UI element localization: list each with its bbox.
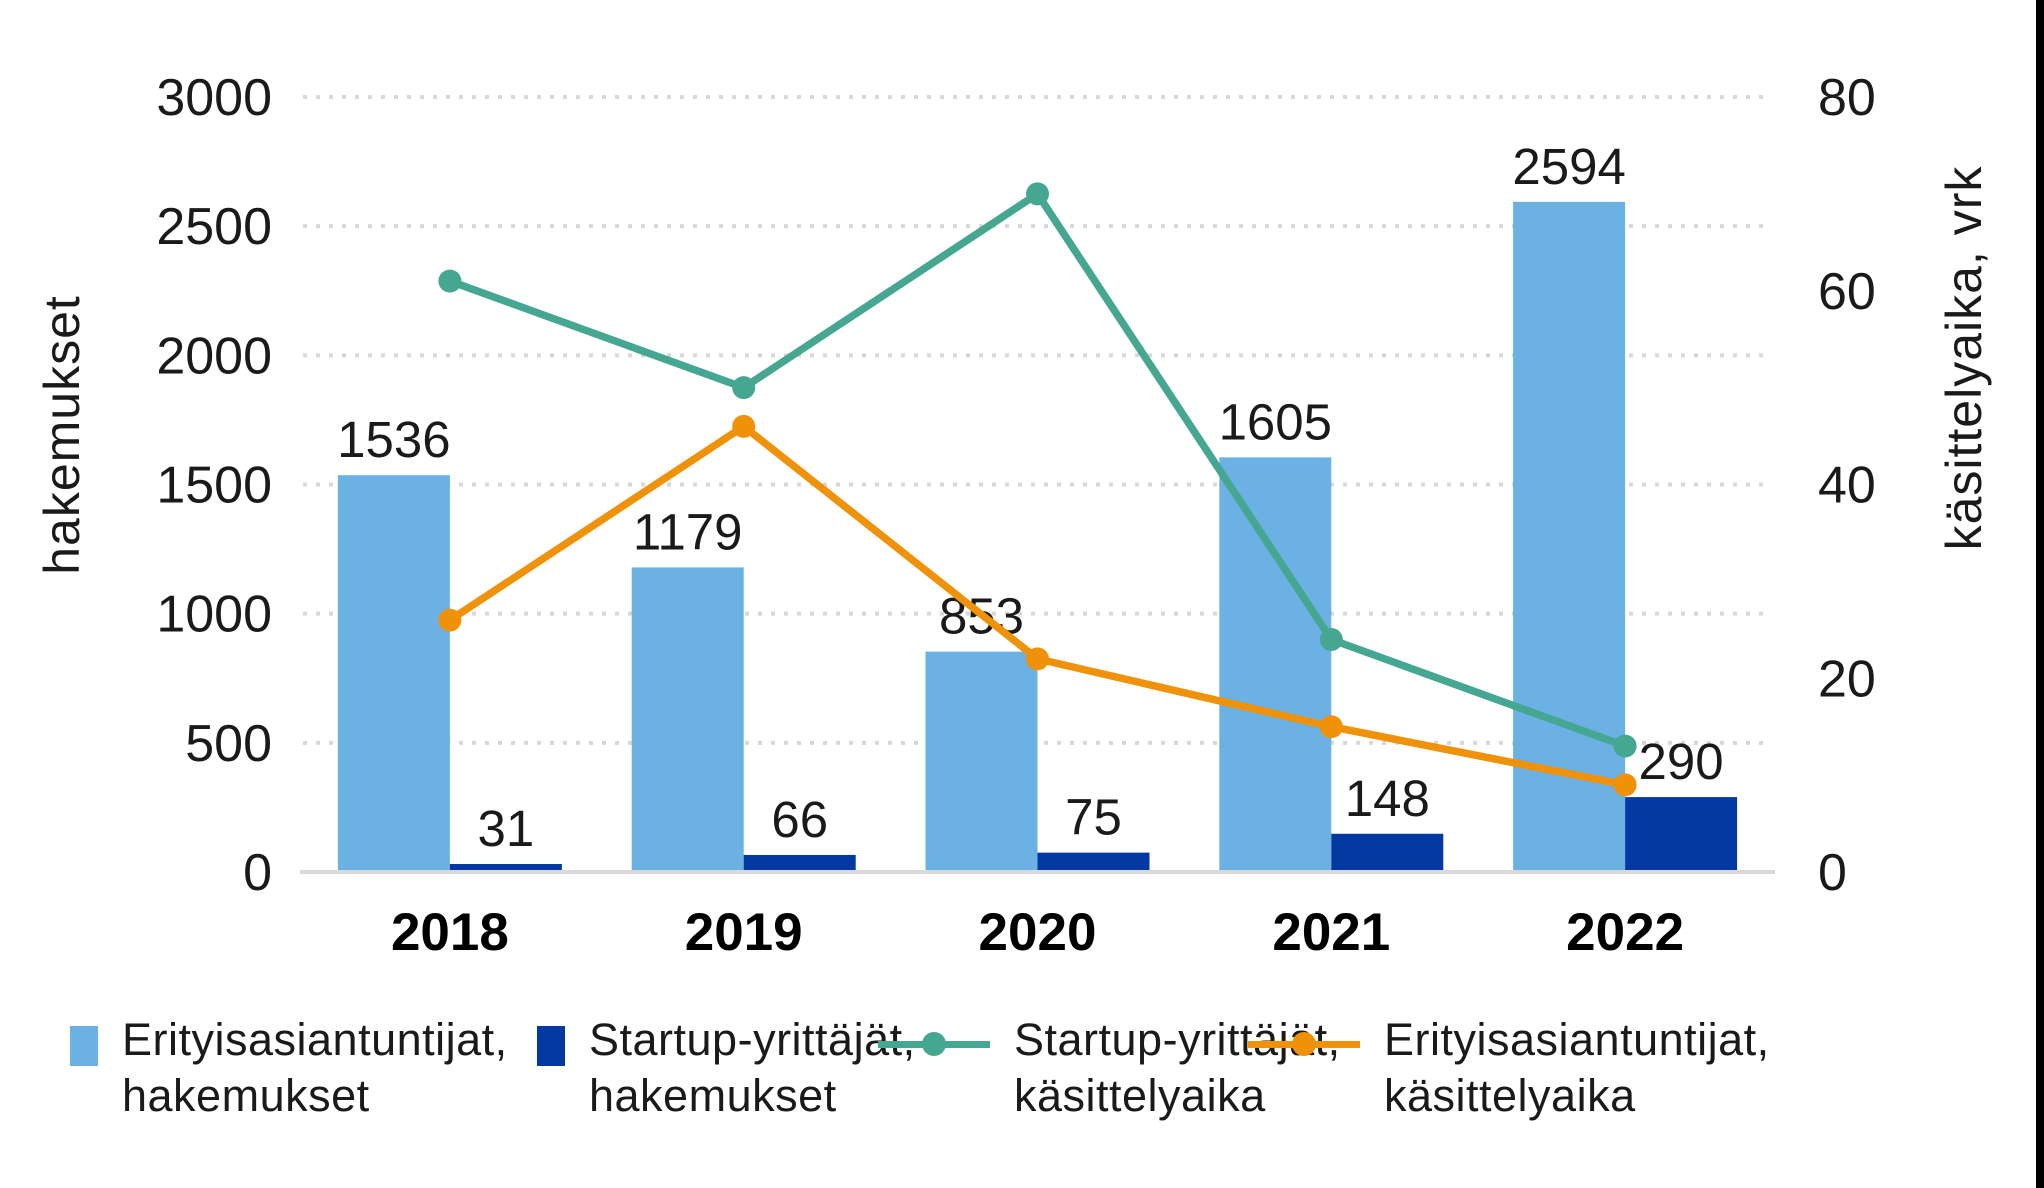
legend-label-line2: käsittelyaika	[1384, 1069, 1636, 1121]
legend-item-startup-kasittelyaika: Startup-yrittäjät, käsittelyaika	[878, 1012, 1341, 1124]
right-axis-title: käsittelyaika, vrk	[1936, 165, 1992, 551]
left-axis-tick-label: 1000	[156, 586, 272, 644]
left-axis-tick-label: 1500	[156, 457, 272, 515]
dark-bar-2021	[1331, 833, 1444, 872]
dark-bar-2019	[743, 854, 856, 872]
erityis-kasittelyaika-marker-2022	[1613, 773, 1637, 797]
legend-label-line2: hakemukset	[122, 1069, 370, 1121]
x-axis-label-2021: 2021	[1272, 903, 1390, 962]
line-marker-swatch-icon	[1248, 1012, 1360, 1076]
x-axis-label-2022: 2022	[1566, 903, 1684, 962]
line-marker-swatch-icon	[878, 1012, 990, 1076]
legend-label: Startup-yrittäjät, hakemukset	[589, 1012, 916, 1124]
startup-kasittelyaika-marker-2020	[1026, 182, 1049, 206]
x-axis-label-2020: 2020	[979, 903, 1097, 962]
dark-bar-2022	[1625, 797, 1738, 872]
right-axis-tick-label: 80	[1818, 69, 1876, 127]
legend-label-line1: Startup-yrittäjät,	[589, 1014, 916, 1065]
legend-label: Erityisasiantuntijat, käsittelyaika	[1384, 1012, 1770, 1124]
legend-label-line1: Erityisasiantuntijat,	[122, 1014, 508, 1065]
startup-kasittelyaika-marker-2018	[438, 269, 462, 293]
legend-label-line2: käsittelyaika	[1014, 1069, 1266, 1121]
bar-value-label: 1179	[633, 503, 743, 560]
light-bar-2020	[925, 651, 1038, 872]
light-bar-2021	[1219, 457, 1332, 872]
bar-value-label: 1536	[337, 411, 450, 468]
legend-label-line2: hakemukset	[589, 1069, 837, 1121]
left-axis-tick-label: 500	[185, 715, 272, 773]
startup-kasittelyaika-marker-2019	[732, 376, 756, 400]
bar-value-label: 66	[771, 791, 828, 848]
light-bar-2022	[1513, 201, 1626, 873]
x-axis-label-2018: 2018	[391, 903, 509, 962]
bar-value-label: 75	[1065, 789, 1122, 846]
light-bar-2019	[631, 567, 744, 872]
chart-legend: Erityisasiantuntijat, hakemukset Startup…	[0, 1012, 2044, 1172]
erityis-kasittelyaika-marker-2019	[732, 414, 756, 438]
right-axis-tick-label: 40	[1818, 457, 1876, 515]
startup-kasittelyaika-marker-2022	[1613, 734, 1637, 758]
right-axis-tick-label: 0	[1818, 844, 1847, 902]
legend-label: Erityisasiantuntijat, hakemukset	[122, 1012, 508, 1124]
bar-value-label: 2594	[1512, 138, 1625, 195]
bar-value-label: 290	[1639, 733, 1724, 790]
dark-bar-2020	[1037, 852, 1150, 872]
legend-label-line1: Startup-yrittäjät,	[1014, 1014, 1341, 1065]
x-axis-label-2019: 2019	[685, 903, 803, 962]
left-axis-tick-label: 0	[243, 844, 272, 902]
left-axis-title: hakemukset	[34, 295, 90, 575]
legend-label: Startup-yrittäjät, käsittelyaika	[1014, 1012, 1341, 1124]
screen-edge-bar	[2036, 0, 2044, 1188]
right-axis-tick-label: 20	[1818, 650, 1876, 708]
left-axis-tick-label: 2500	[156, 198, 272, 256]
erityis-kasittelyaika-marker-2021	[1319, 715, 1343, 739]
legend-item-startup-hakemukset: Startup-yrittäjät, hakemukset	[537, 1012, 916, 1124]
bar-value-label: 1605	[1219, 393, 1332, 450]
right-axis-tick-label: 60	[1818, 263, 1876, 321]
bar-swatch-icon	[537, 1026, 565, 1066]
bar-swatch-icon	[70, 1026, 98, 1066]
light-bar-2018	[337, 475, 450, 872]
erityis-kasittelyaika-marker-2018	[438, 608, 462, 632]
left-axis-tick-label: 3000	[156, 69, 272, 127]
bar-value-label: 31	[478, 800, 535, 857]
legend-item-erityisasiantuntijat-hakemukset: Erityisasiantuntijat, hakemukset	[70, 1012, 508, 1124]
legend-label-line1: Erityisasiantuntijat,	[1384, 1014, 1770, 1065]
erityis-kasittelyaika-marker-2020	[1026, 647, 1049, 671]
bar-value-label: 148	[1345, 770, 1430, 827]
legend-item-erityisasiantuntijat-kasittelyaika: Erityisasiantuntijat, käsittelyaika	[1248, 1012, 1770, 1124]
left-axis-tick-label: 2000	[156, 327, 272, 385]
startup-kasittelyaika-marker-2021	[1319, 628, 1343, 651]
dark-bar-2018	[449, 863, 562, 872]
